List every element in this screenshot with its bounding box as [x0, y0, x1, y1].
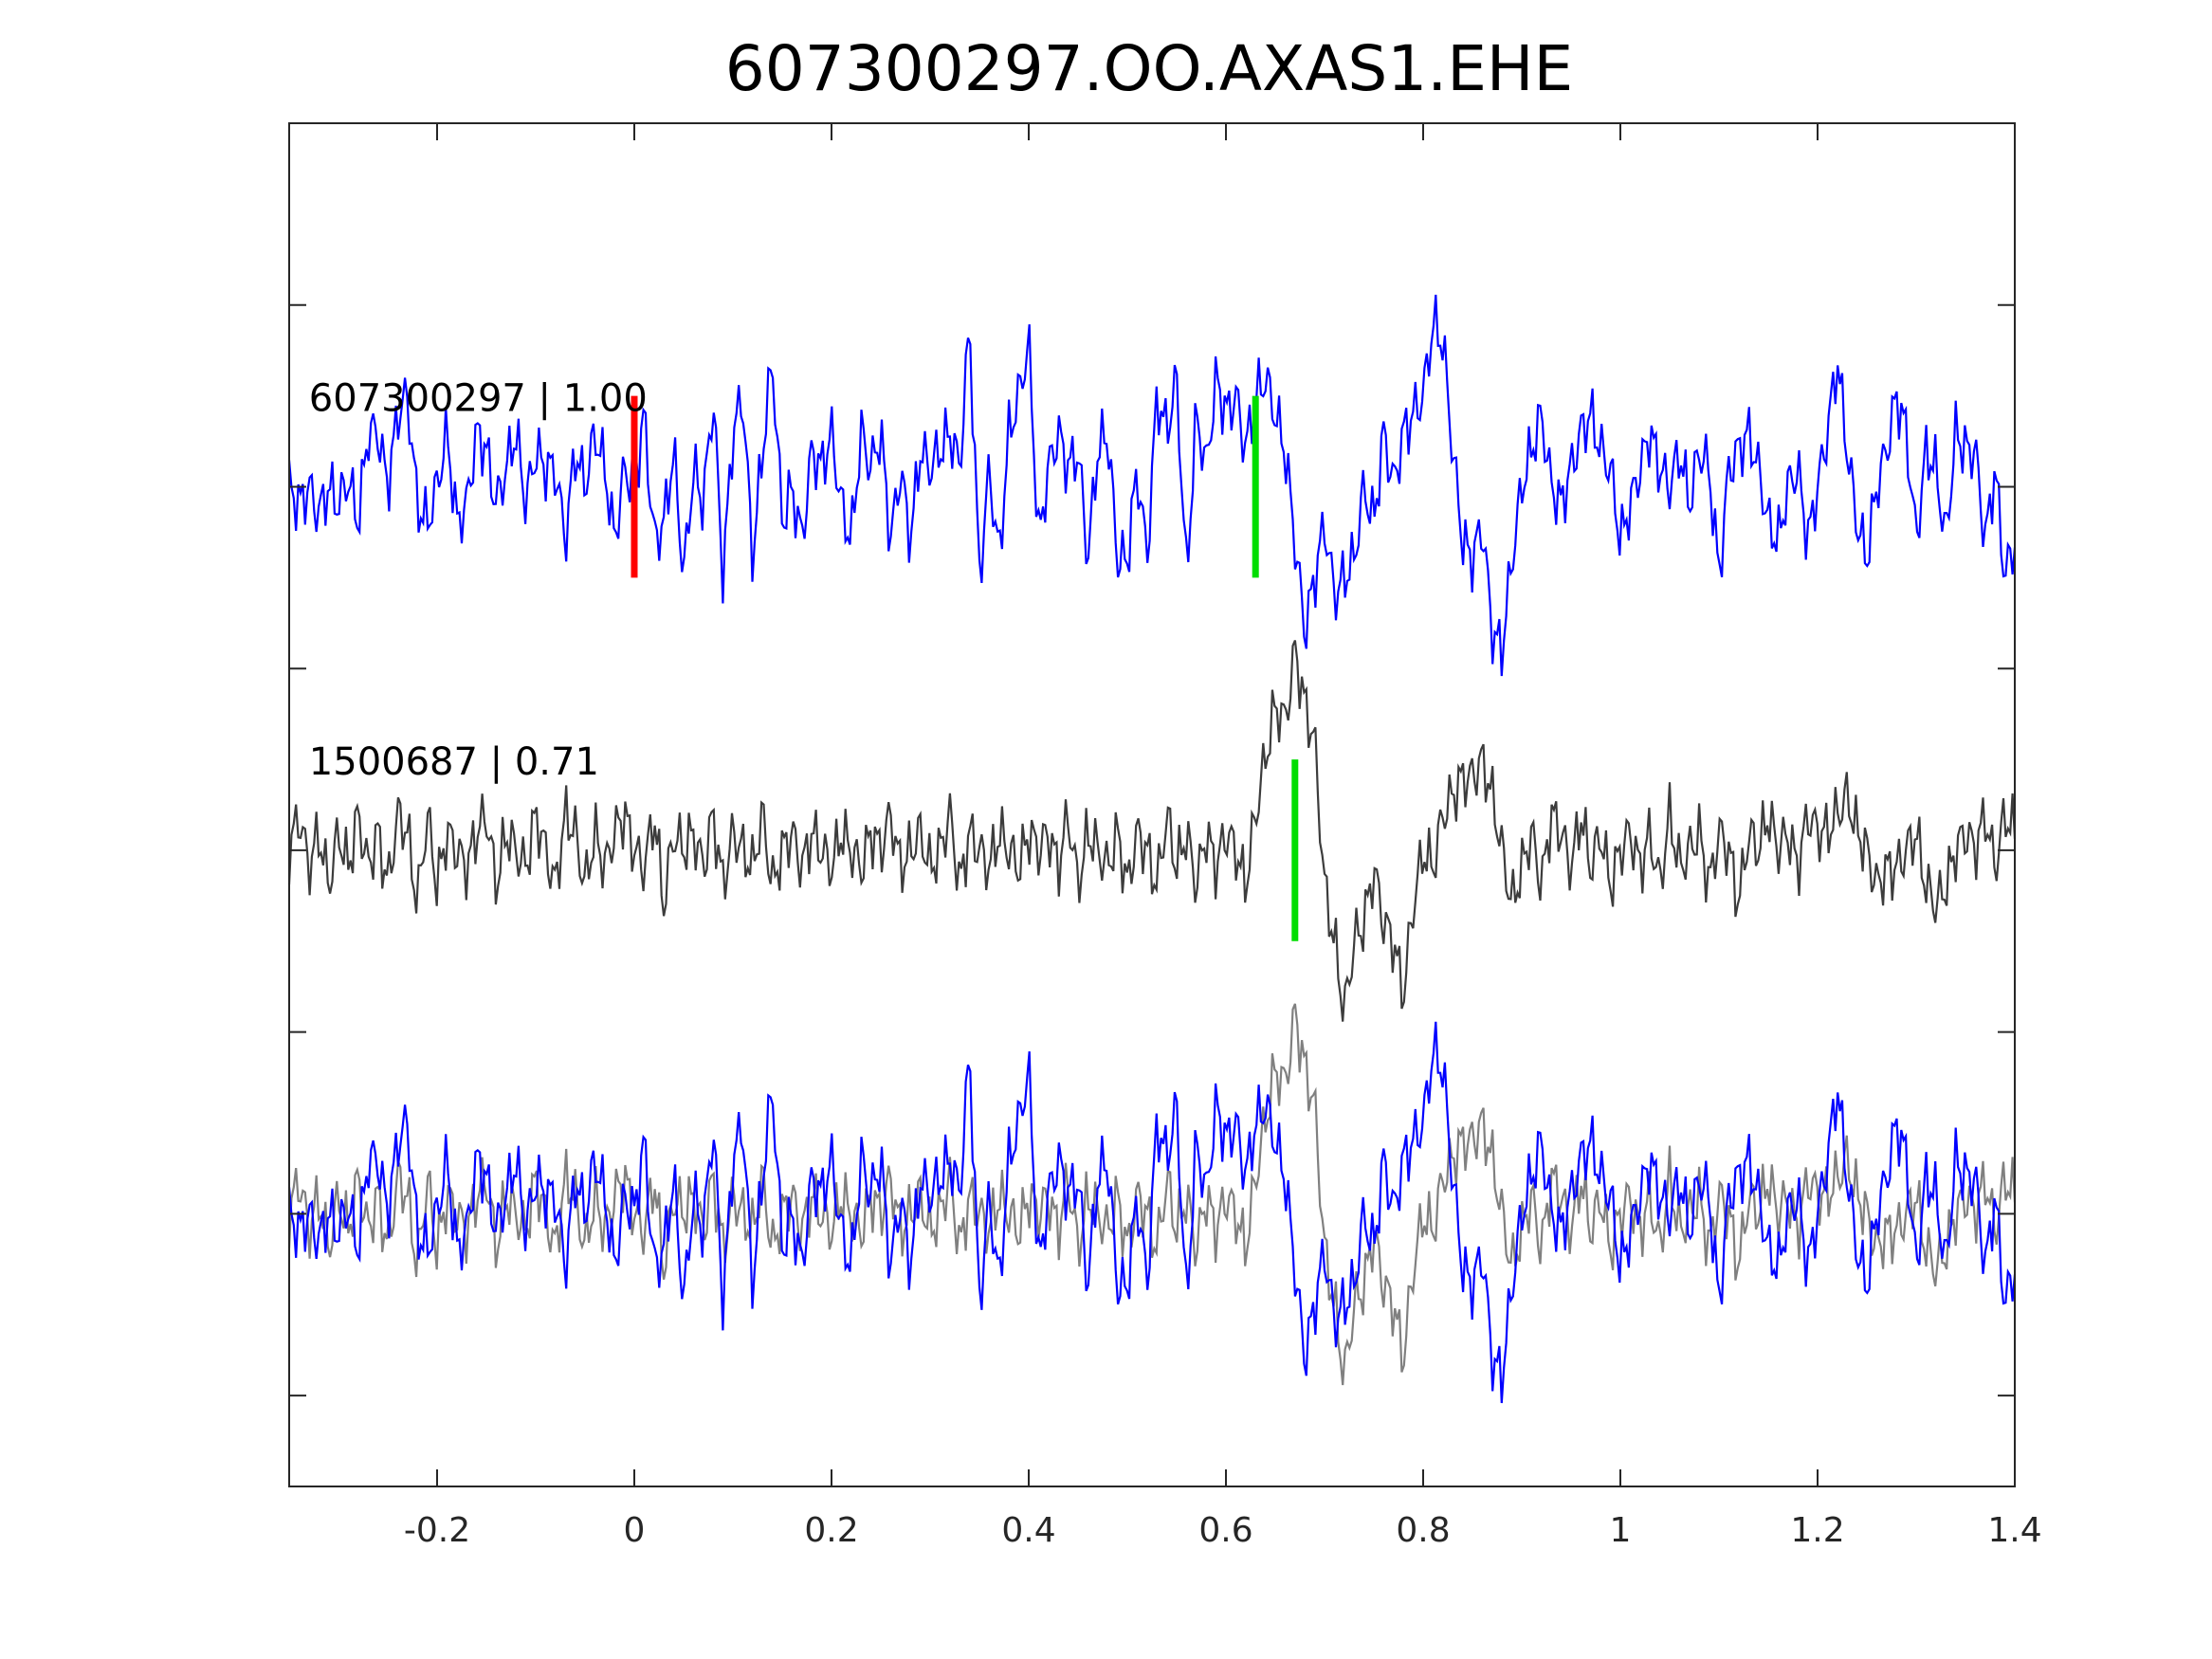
x-tick-label: -0.2: [404, 1511, 470, 1550]
traces-layer: [287, 294, 2017, 1404]
x-tick-label: 0: [624, 1511, 646, 1550]
overlay-607300297-line: [287, 1021, 2017, 1404]
x-tick-label: 0.8: [1396, 1511, 1450, 1550]
x-tick-label: 0.2: [804, 1511, 858, 1550]
trace-1500687-line: [287, 640, 2017, 1022]
picks-layer: [631, 395, 1299, 941]
trace-label-2: 1500687 | 0.71: [309, 740, 599, 784]
axes: -0.2 0 0.2 0.4 0.6 0.8 1 1.2 1.4: [288, 122, 2042, 1550]
chart-title: 607300297.OO.AXAS1.EHE: [725, 32, 1574, 105]
x-tick-label: 1.4: [1987, 1511, 2041, 1550]
x-tick-label: 1.2: [1790, 1511, 1844, 1550]
x-tick-label: 0.4: [1001, 1511, 1055, 1550]
trace-607300297-line: [287, 294, 2017, 677]
plot-frame: [288, 122, 2016, 1487]
x-tick-label: 0.6: [1198, 1511, 1252, 1550]
trace-label-1: 607300297 | 1.00: [309, 376, 648, 420]
x-tick-label: 1: [1610, 1511, 1632, 1550]
trace-labels: 607300297 | 1.00 1500687 | 0.71: [309, 376, 648, 783]
